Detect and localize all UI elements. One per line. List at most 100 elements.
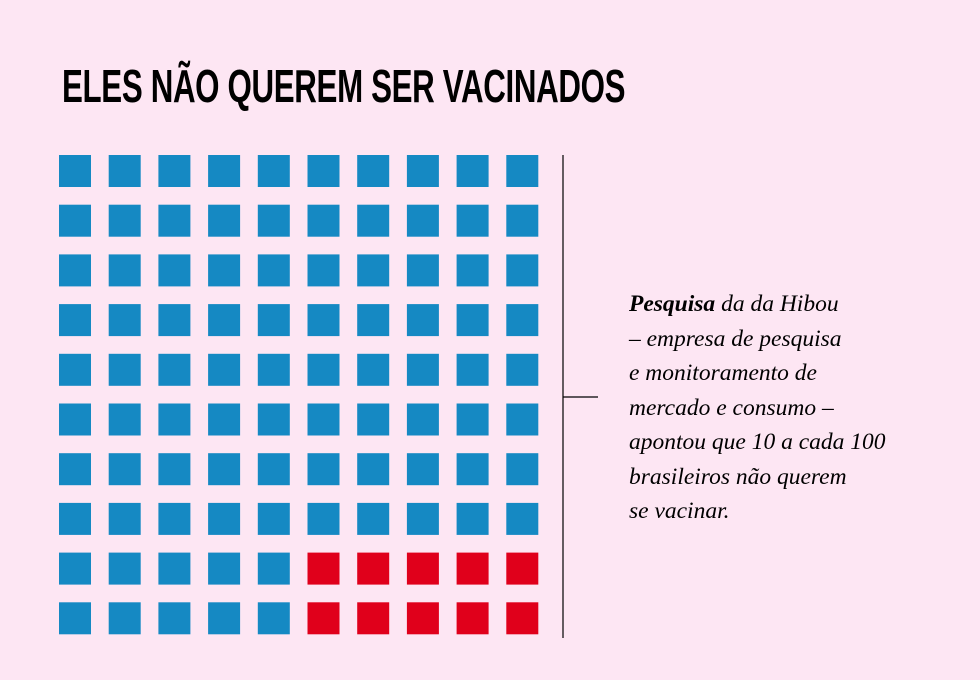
waffle-cell-vacinar bbox=[108, 502, 141, 535]
waffle-cell-vacinar bbox=[108, 403, 141, 436]
waffle-cell-vacinar bbox=[208, 602, 241, 635]
waffle-cell-vacinar bbox=[357, 155, 390, 187]
waffle-cell-vacinar bbox=[257, 453, 290, 486]
waffle-cell-vacinar bbox=[257, 155, 290, 187]
waffle-cell-vacinar bbox=[59, 155, 91, 187]
waffle-cell-vacinar bbox=[506, 254, 539, 287]
waffle-cell-vacinar bbox=[59, 602, 91, 635]
waffle-cell-nao-vacinar bbox=[357, 552, 390, 585]
waffle-cell-vacinar bbox=[307, 155, 340, 187]
waffle-cell-vacinar bbox=[108, 204, 141, 237]
waffle-cell-vacinar bbox=[456, 204, 489, 237]
waffle-cell-vacinar bbox=[108, 155, 141, 187]
waffle-cell-vacinar bbox=[158, 254, 191, 287]
waffle-cell-vacinar bbox=[257, 204, 290, 237]
waffle-cell-vacinar bbox=[456, 254, 489, 287]
waffle-cell-vacinar bbox=[158, 353, 191, 386]
waffle-cell-nao-vacinar bbox=[456, 602, 489, 635]
waffle-cell-vacinar bbox=[208, 353, 241, 386]
waffle-cell-vacinar bbox=[406, 453, 439, 486]
waffle-cell-vacinar bbox=[307, 403, 340, 436]
waffle-cell-nao-vacinar bbox=[406, 552, 439, 585]
waffle-cell-vacinar bbox=[59, 353, 91, 386]
waffle-cell-vacinar bbox=[59, 403, 91, 436]
waffle-cell-vacinar bbox=[257, 502, 290, 535]
waffle-cell-vacinar bbox=[158, 403, 191, 436]
waffle-cell-vacinar bbox=[158, 155, 191, 187]
waffle-cell-vacinar bbox=[307, 502, 340, 535]
waffle-cell-vacinar bbox=[59, 304, 91, 337]
waffle-cell-nao-vacinar bbox=[506, 552, 539, 585]
page-title: ELES NÃO QUEREM SER VACINADOS bbox=[62, 60, 626, 112]
waffle-cell-vacinar bbox=[257, 602, 290, 635]
waffle-cell-vacinar bbox=[406, 204, 439, 237]
waffle-cell-vacinar bbox=[307, 353, 340, 386]
waffle-cell-vacinar bbox=[257, 304, 290, 337]
waffle-cell-vacinar bbox=[108, 353, 141, 386]
waffle-cell-nao-vacinar bbox=[456, 552, 489, 585]
waffle-cell-vacinar bbox=[158, 552, 191, 585]
note-emphasis: Pesquisa bbox=[629, 291, 716, 317]
waffle-cell-vacinar bbox=[506, 453, 539, 486]
waffle-cell-vacinar bbox=[406, 353, 439, 386]
waffle-cell-vacinar bbox=[307, 304, 340, 337]
waffle-cell-vacinar bbox=[257, 353, 290, 386]
waffle-cell-vacinar bbox=[208, 453, 241, 486]
waffle-cell-nao-vacinar bbox=[357, 602, 390, 635]
waffle-cell-vacinar bbox=[158, 204, 191, 237]
waffle-cell-vacinar bbox=[208, 304, 241, 337]
waffle-cell-vacinar bbox=[506, 502, 539, 535]
waffle-cell-vacinar bbox=[357, 502, 390, 535]
survey-note: Pesquisa da da Hibou – empresa de pesqui… bbox=[629, 291, 886, 524]
waffle-cell-vacinar bbox=[506, 403, 539, 436]
waffle-cell-vacinar bbox=[456, 453, 489, 486]
waffle-cell-vacinar bbox=[456, 403, 489, 436]
waffle-cell-vacinar bbox=[406, 502, 439, 535]
waffle-cell-vacinar bbox=[59, 204, 91, 237]
waffle-cell-vacinar bbox=[158, 602, 191, 635]
waffle-cell-vacinar bbox=[307, 254, 340, 287]
waffle-cell-vacinar bbox=[108, 602, 141, 635]
waffle-cell-vacinar bbox=[158, 453, 191, 486]
waffle-cell-vacinar bbox=[59, 552, 91, 585]
waffle-cell-vacinar bbox=[406, 403, 439, 436]
waffle-cell-vacinar bbox=[208, 254, 241, 287]
waffle-cell-vacinar bbox=[406, 254, 439, 287]
waffle-cell-vacinar bbox=[108, 552, 141, 585]
waffle-cell-vacinar bbox=[357, 353, 390, 386]
waffle-cell-vacinar bbox=[59, 453, 91, 486]
waffle-cell-vacinar bbox=[456, 353, 489, 386]
waffle-cell-vacinar bbox=[208, 204, 241, 237]
waffle-grid bbox=[59, 155, 539, 635]
waffle-cell-vacinar bbox=[59, 502, 91, 535]
waffle-cell-vacinar bbox=[108, 453, 141, 486]
waffle-cell-vacinar bbox=[357, 304, 390, 337]
waffle-cell-vacinar bbox=[257, 403, 290, 436]
waffle-cell-vacinar bbox=[456, 155, 489, 187]
waffle-cell-vacinar bbox=[257, 552, 290, 585]
waffle-cell-vacinar bbox=[506, 155, 539, 187]
waffle-cell-vacinar bbox=[456, 304, 489, 337]
waffle-cell-vacinar bbox=[208, 403, 241, 436]
waffle-cell-vacinar bbox=[208, 552, 241, 585]
waffle-cell-vacinar bbox=[357, 453, 390, 486]
waffle-cell-vacinar bbox=[357, 403, 390, 436]
waffle-cell-vacinar bbox=[406, 304, 439, 337]
waffle-cell-vacinar bbox=[158, 304, 191, 337]
waffle-cell-vacinar bbox=[59, 254, 91, 287]
waffle-cell-nao-vacinar bbox=[307, 602, 340, 635]
waffle-cell-vacinar bbox=[158, 502, 191, 535]
waffle-cell-vacinar bbox=[506, 304, 539, 337]
waffle-cell-vacinar bbox=[208, 155, 241, 187]
waffle-cell-vacinar bbox=[208, 502, 241, 535]
waffle-cell-nao-vacinar bbox=[307, 552, 340, 585]
waffle-cell-vacinar bbox=[357, 204, 390, 237]
waffle-cell-vacinar bbox=[108, 304, 141, 337]
waffle-cell-vacinar bbox=[357, 254, 390, 287]
waffle-cell-nao-vacinar bbox=[506, 602, 539, 635]
waffle-cell-vacinar bbox=[307, 204, 340, 237]
waffle-cell-vacinar bbox=[406, 155, 439, 187]
waffle-cell-vacinar bbox=[307, 453, 340, 486]
